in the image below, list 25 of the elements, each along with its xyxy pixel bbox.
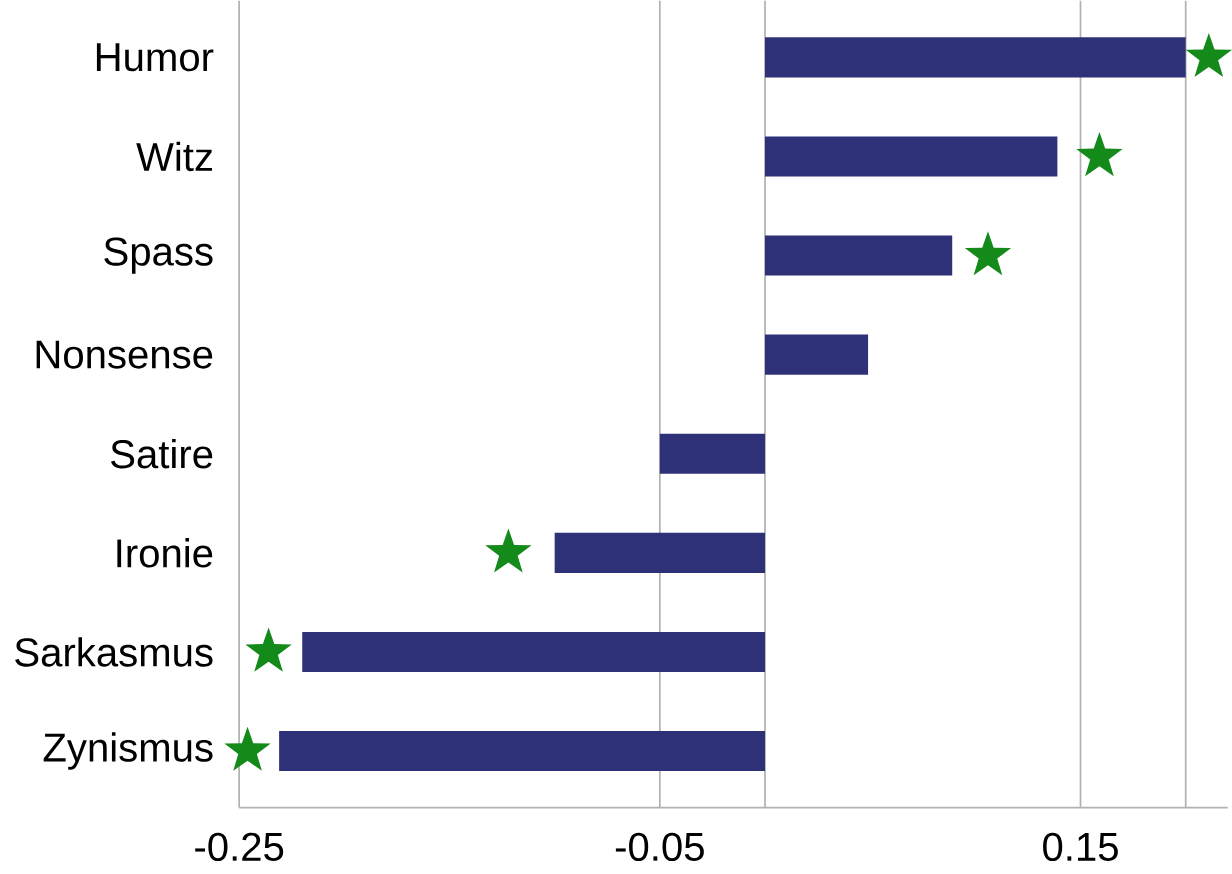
y-tick-label: Nonsense — [36, 340, 213, 369]
bar — [554, 532, 765, 573]
bar — [279, 730, 765, 771]
point — [224, 726, 271, 771]
y-tick-label: Satire — [111, 438, 213, 469]
bar — [765, 235, 953, 276]
y-tick-label: Witz — [136, 141, 213, 171]
y-tick-label: Sarkasmus — [15, 637, 213, 667]
bar — [765, 136, 1058, 177]
y-tick-label: Humor — [96, 43, 214, 72]
y-tick-label: Ironie — [117, 537, 213, 568]
x-tick-label: -0.25 — [195, 832, 284, 861]
point — [485, 528, 532, 573]
point — [1185, 32, 1232, 77]
point — [1076, 131, 1123, 176]
x-tick-label: 0.15 — [1043, 832, 1118, 861]
point — [964, 230, 1012, 276]
point — [245, 627, 292, 672]
bar — [765, 334, 869, 375]
bar — [302, 631, 765, 672]
x-tick-label: -0.05 — [615, 832, 704, 861]
y-tick-label: Zynismus — [43, 732, 213, 770]
y-tick-label: Spass — [104, 237, 213, 274]
bar — [659, 433, 765, 474]
bar — [765, 37, 1186, 78]
